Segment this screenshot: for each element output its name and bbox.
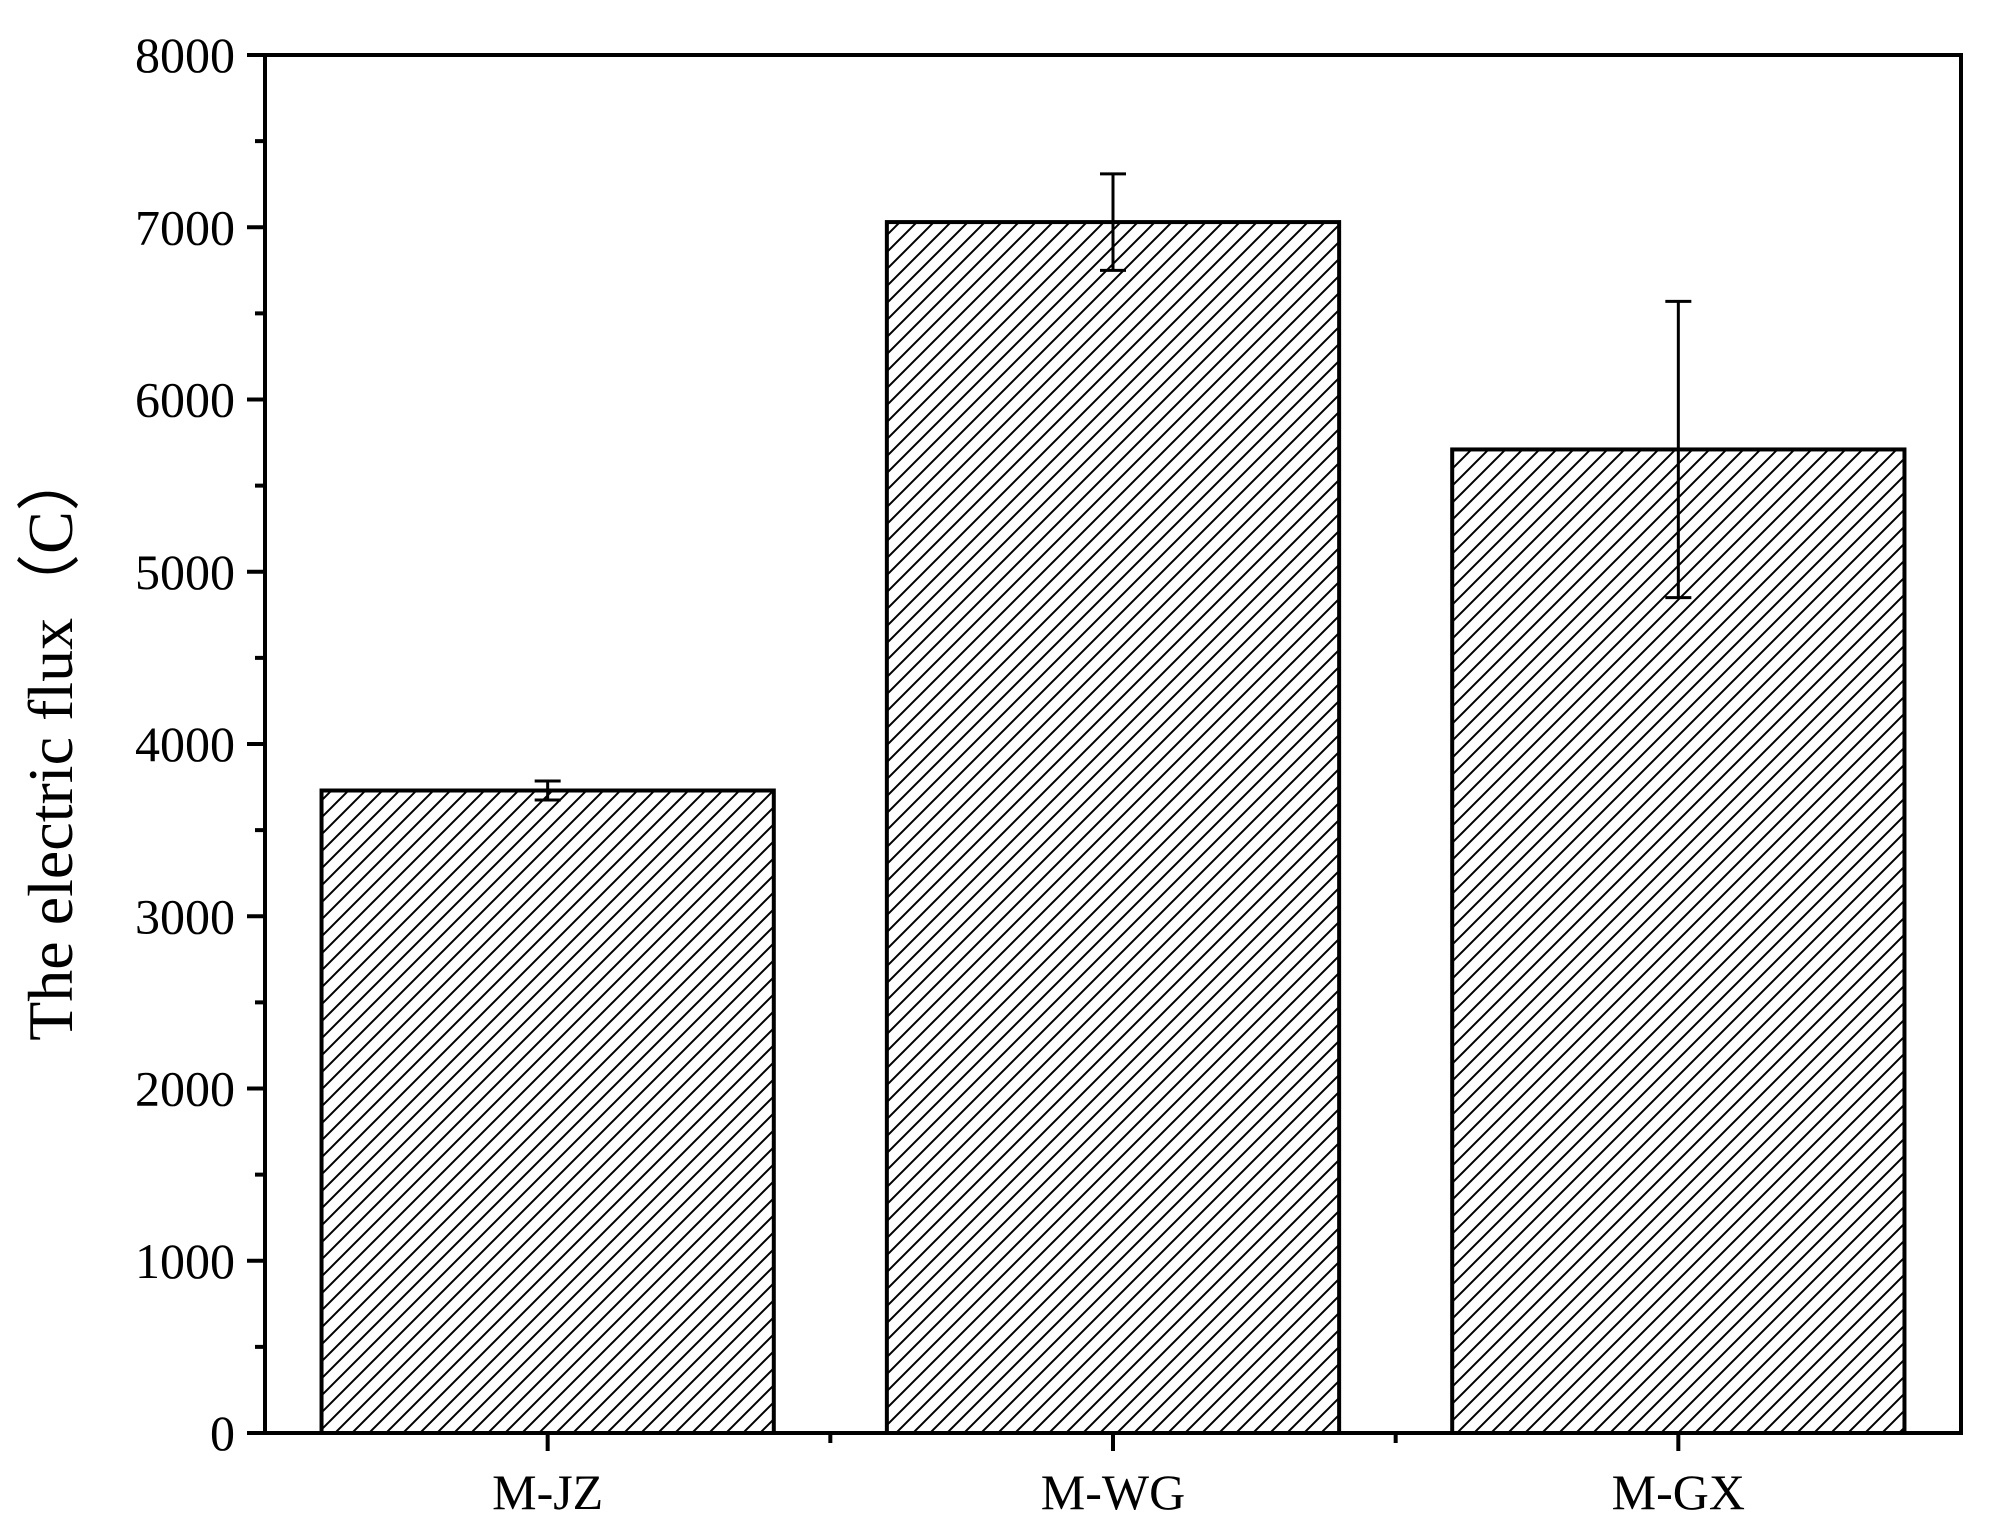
bar-m-jz: [319, 788, 776, 1435]
y-tick-label: 5000: [135, 544, 235, 600]
y-axis-title: The electric flux（C）: [15, 447, 86, 1041]
y-tick-label: 3000: [135, 888, 235, 944]
y-tick-label: 4000: [135, 716, 235, 772]
x-axis: M-JZ M-WG M-GX: [492, 1433, 1745, 1520]
bar-m-wg: [884, 220, 1342, 1435]
y-tick-label: 7000: [135, 199, 235, 255]
y-tick-label: 0: [210, 1405, 235, 1461]
error-bars-layer: [534, 172, 1692, 802]
bar-m-gx: [1450, 447, 1907, 1435]
y-tick-label: 6000: [135, 372, 235, 428]
x-tick-label: M-GX: [1612, 1464, 1745, 1520]
y-axis: 0 1000 2000 3000 4000 5000 6000 7000 8000: [135, 27, 265, 1461]
y-tick-label: 1000: [135, 1233, 235, 1289]
x-tick-label: M-WG: [1041, 1464, 1185, 1520]
bars-layer: [319, 220, 1907, 1435]
y-tick-label: 8000: [135, 27, 235, 83]
x-tick-label: M-JZ: [492, 1464, 603, 1520]
y-tick-label: 2000: [135, 1061, 235, 1117]
